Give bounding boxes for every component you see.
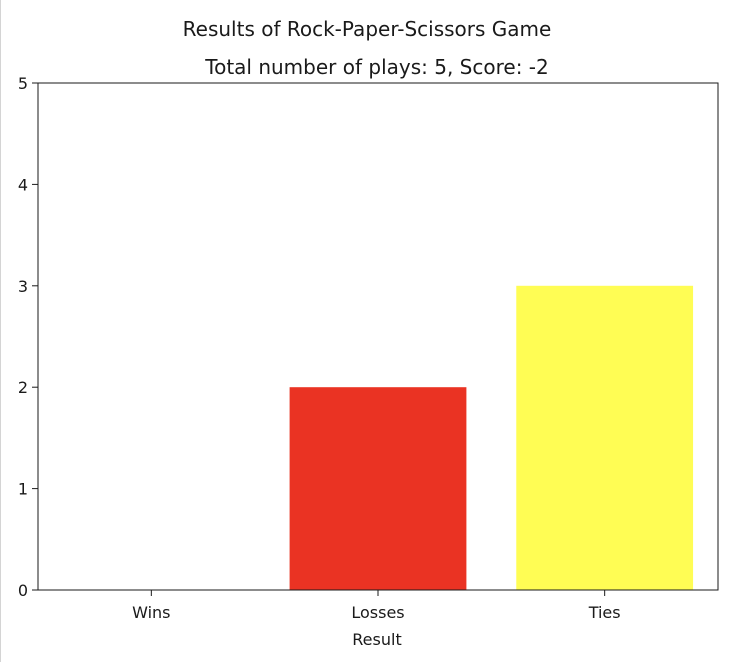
x-tick-label: Ties: [588, 603, 621, 622]
x-tick-label: Wins: [132, 603, 170, 622]
y-tick-label: 1: [18, 480, 28, 499]
chart-title: Results of Rock-Paper-Scissors Game: [183, 17, 552, 41]
y-tick-label: 5: [18, 74, 28, 93]
bars-layer: [289, 285, 694, 590]
x-tick-label: Losses: [351, 603, 404, 622]
x-axis: Wins Losses Ties: [132, 590, 621, 622]
x-axis-label: Result: [352, 630, 401, 649]
y-axis: 0 1 2 3 4 5: [18, 74, 38, 600]
y-tick-label: 4: [18, 175, 28, 194]
bar-losses: [289, 387, 467, 590]
chart-subtitle: Total number of plays: 5, Score: -2: [204, 55, 548, 79]
y-tick-label: 2: [18, 378, 28, 397]
y-tick-label: 0: [18, 581, 28, 600]
y-tick-label: 3: [18, 277, 28, 296]
bar-ties: [516, 285, 694, 590]
